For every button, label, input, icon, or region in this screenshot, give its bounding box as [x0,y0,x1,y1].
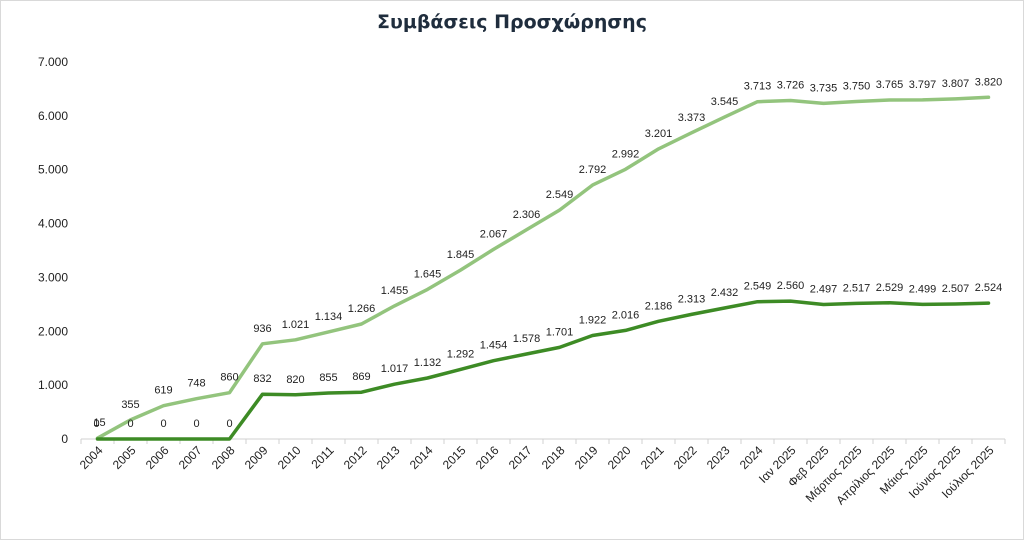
series-2-data-label: 0 [193,418,199,430]
series-2-data-label: 1.922 [579,314,607,326]
x-tick-label: 2021 [638,443,667,472]
series-2-data-label: 2.499 [909,283,937,295]
x-tick-label: 2012 [341,443,370,472]
series-1-data-label: 748 [187,378,205,390]
x-tick-label: 2007 [176,443,205,472]
x-tick-label: 2005 [110,443,139,472]
series-1-data-label: 3.726 [777,79,805,91]
series-2-data-label: 855 [319,372,337,384]
series-1-data-label: 3.765 [876,79,904,91]
series-2-data-label: 869 [352,371,370,383]
series-1-data-label: 3.750 [843,80,871,92]
series-2-data-label: 1.292 [447,348,475,360]
y-tick-label: 7.000 [38,55,68,69]
series-1-data-label: 3.820 [975,76,1003,88]
series-1-data-label: 3.373 [678,112,706,124]
series-1-data-label: 3.201 [645,128,673,140]
series-1-data-label: 1.134 [315,311,343,323]
series-1-data-label: 1.845 [447,249,475,261]
x-tick-label: 2023 [704,443,733,472]
x-tick-label: 2015 [440,443,469,472]
series-2-data-label: 2.507 [942,283,970,295]
series-1-data-label: 3.807 [942,78,970,90]
series-1-data-label: 355 [121,399,139,411]
series-2-data-label: 1.578 [513,333,541,345]
series-2-data-label: 2.517 [843,282,871,294]
x-tick-label: 2016 [473,443,502,472]
series-2-data-label: 2.497 [810,284,838,296]
series-2-data-label: 832 [253,373,271,385]
series-1-data-label: 2.549 [546,189,574,201]
x-tick-label: 2013 [374,443,403,472]
series-2-data-label: 0 [160,418,166,430]
x-tick-label: 2022 [671,443,700,472]
series-1-data-label: 1.266 [348,303,376,315]
series-2-data-label: 2.313 [678,293,706,305]
series-2-data-label: 2.432 [711,287,739,299]
series-2-data-label: 2.524 [975,282,1003,294]
x-tick-label: 2004 [77,443,106,472]
series-1-data-label: 2.306 [513,209,541,221]
series-1-data-label: 3.735 [810,82,838,94]
y-tick-label: 2.000 [38,324,68,338]
x-tick-label: 2019 [572,443,601,472]
series-2-data-label: 2.560 [777,280,805,292]
x-tick-label: 2020 [605,443,634,472]
series-1-line [95,95,991,440]
series-1-data-label: 936 [253,323,271,335]
y-tick-label: 5.000 [38,163,68,177]
series-1-data-label: 3.545 [711,96,739,108]
x-tick-label: 2017 [506,443,535,472]
series-1-data-label: 2.992 [612,148,640,160]
x-tick-label: 2018 [539,443,568,472]
series-1-data-label: 860 [220,372,238,384]
series-2-line [95,299,991,441]
series-1-data-label: 619 [154,385,172,397]
x-tick-label: 2014 [407,443,436,472]
series-1-data-label: 15 [93,417,105,429]
y-tick-label: 4.000 [38,217,68,231]
series-2-data-label: 1.132 [414,357,442,369]
y-tick-label: 1.000 [38,378,68,392]
series-2-data-label: 1.454 [480,340,508,352]
series-2-data-label: 1.701 [546,326,574,338]
x-tick-label: 2010 [275,443,304,472]
series-2-data-label: 2.529 [876,282,904,294]
y-tick-label: 3.000 [38,270,68,284]
series-1-data-label: 1.021 [282,319,310,331]
y-tick-label: 6.000 [38,109,68,123]
series-2-data-label: 2.186 [645,300,673,312]
series-2-data-label: 0 [93,418,99,430]
series-1-data-label: 3.713 [744,81,772,93]
x-tick-label: 2008 [209,443,238,472]
y-tick-label: 0 [61,432,68,446]
series-2-data-label: 0 [226,418,232,430]
series-2-data-label: 2.016 [612,309,640,321]
series-2-data-label: 820 [286,374,304,386]
series-1-data-label: 2.792 [579,164,607,176]
series-2-data-label: 1.017 [381,363,409,375]
x-tick-label: 2009 [242,443,271,472]
series-2-data-label: 0 [127,418,133,430]
series-1-data-label: 2.067 [480,228,508,240]
x-tick-label: 2024 [737,443,766,472]
x-tick-label: 2006 [143,443,172,472]
series-2-data-label: 2.549 [744,281,772,293]
series-1-data-label: 1.455 [381,285,409,297]
chart-title: Συμβάσεις Προσχώρησης [377,11,647,33]
x-tick-label: 2011 [308,443,336,471]
series-1-data-label: 1.645 [414,268,442,280]
series-1-data-label: 3.797 [909,79,937,91]
